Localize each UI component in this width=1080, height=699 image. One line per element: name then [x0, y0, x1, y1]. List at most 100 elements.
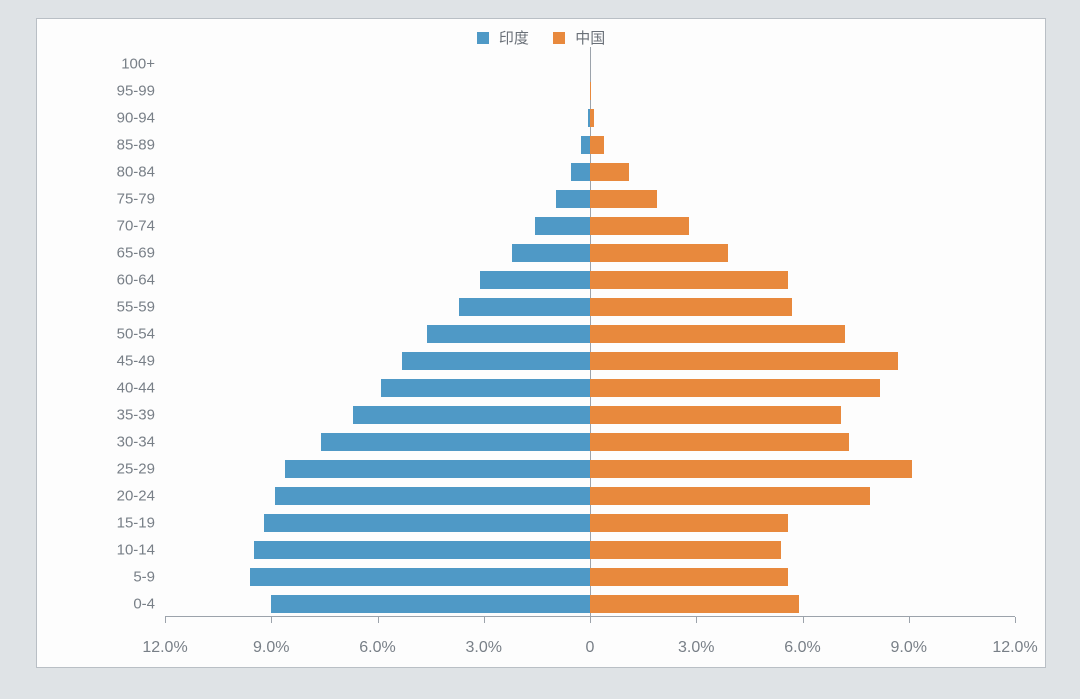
bar-right: [590, 379, 880, 397]
x-tick-label: 6.0%: [359, 639, 395, 657]
bar-left: [535, 217, 590, 235]
bar-right: [590, 271, 788, 289]
x-tick: [378, 617, 379, 623]
bar-right: [590, 568, 788, 586]
x-tick-label: 3.0%: [466, 639, 502, 657]
bar-left: [271, 595, 590, 613]
bar-row: 30-34: [165, 433, 1015, 451]
x-tick-label: 3.0%: [678, 639, 714, 657]
bar-left: [571, 163, 590, 181]
bar-right: [590, 541, 781, 559]
x-tick-label: 12.0%: [992, 639, 1037, 657]
bar-right: [590, 190, 657, 208]
bar-row: 40-44: [165, 379, 1015, 397]
plot-area: 100+95-9990-9485-8980-8475-7970-7465-696…: [165, 47, 1015, 617]
bar-right: [590, 217, 689, 235]
x-tick-label: 12.0%: [142, 639, 187, 657]
bar-row: 55-59: [165, 298, 1015, 316]
legend-label-right: 中国: [575, 30, 605, 47]
bar-right: [590, 406, 841, 424]
y-category-label: 0-4: [133, 596, 165, 613]
bar-left: [480, 271, 590, 289]
bar-left: [459, 298, 590, 316]
bar-row: 75-79: [165, 190, 1015, 208]
bar-row: 80-84: [165, 163, 1015, 181]
bar-row: 10-14: [165, 541, 1015, 559]
bar-left: [353, 406, 590, 424]
x-tick: [271, 617, 272, 623]
bar-right: [590, 352, 898, 370]
y-category-label: 25-29: [117, 461, 165, 478]
bar-row: 45-49: [165, 352, 1015, 370]
bar-row: 70-74: [165, 217, 1015, 235]
legend-item-right: 中国: [553, 27, 605, 48]
y-category-label: 85-89: [117, 137, 165, 154]
bar-row: 95-99: [165, 82, 1015, 100]
bar-row: 85-89: [165, 136, 1015, 154]
bar-right: [590, 163, 629, 181]
x-tick: [590, 617, 591, 623]
bar-row: 100+: [165, 55, 1015, 73]
bar-right: [590, 244, 728, 262]
x-tick: [484, 617, 485, 623]
bar-left: [321, 433, 590, 451]
y-category-label: 10-14: [117, 542, 165, 559]
bar-row: 90-94: [165, 109, 1015, 127]
y-category-label: 35-39: [117, 407, 165, 424]
bar-left: [427, 325, 590, 343]
y-category-label: 40-44: [117, 380, 165, 397]
bar-left: [264, 514, 590, 532]
bar-left: [285, 460, 590, 478]
bar-row: 35-39: [165, 406, 1015, 424]
x-tick: [1015, 617, 1016, 623]
x-tick-label: 6.0%: [784, 639, 820, 657]
bar-row: 0-4: [165, 595, 1015, 613]
bar-right: [590, 109, 594, 127]
x-tick: [909, 617, 910, 623]
legend-swatch-right: [553, 32, 565, 44]
legend-label-left: 印度: [499, 30, 529, 47]
x-tick: [803, 617, 804, 623]
bar-row: 60-64: [165, 271, 1015, 289]
legend-swatch-left: [477, 32, 489, 44]
x-axis-labels: 12.0%9.0%6.0%3.0%03.0%6.0%9.0%12.0%: [165, 639, 1015, 659]
page-root: 印度 中国 100+95-9990-9485-8980-8475-7970-74…: [0, 0, 1080, 699]
bar-row: 25-29: [165, 460, 1015, 478]
bar-right: [590, 595, 799, 613]
bar-right: [590, 82, 591, 100]
bar-right: [590, 325, 845, 343]
bar-left: [512, 244, 590, 262]
chart-frame: 印度 中国 100+95-9990-9485-8980-8475-7970-74…: [36, 18, 1046, 668]
y-category-label: 70-74: [117, 218, 165, 235]
bar-right: [590, 298, 792, 316]
x-tick: [165, 617, 166, 623]
x-tick-label: 9.0%: [891, 639, 927, 657]
bar-row: 15-19: [165, 514, 1015, 532]
bar-left: [250, 568, 590, 586]
bar-left: [381, 379, 590, 397]
bar-left: [556, 190, 590, 208]
y-category-label: 45-49: [117, 353, 165, 370]
legend-item-left: 印度: [477, 27, 529, 48]
y-category-label: 20-24: [117, 488, 165, 505]
bar-right: [590, 460, 912, 478]
bar-right: [590, 136, 604, 154]
bar-left: [275, 487, 590, 505]
y-category-label: 5-9: [133, 569, 165, 586]
bar-row: 50-54: [165, 325, 1015, 343]
y-category-label: 55-59: [117, 299, 165, 316]
x-tick-label: 0: [586, 639, 595, 657]
y-category-label: 60-64: [117, 272, 165, 289]
bar-right: [590, 433, 849, 451]
y-category-label: 30-34: [117, 434, 165, 451]
bar-left: [254, 541, 590, 559]
y-category-label: 100+: [121, 56, 165, 73]
x-tick-label: 9.0%: [253, 639, 289, 657]
legend: 印度 中国: [37, 27, 1045, 48]
y-category-label: 90-94: [117, 110, 165, 127]
y-category-label: 75-79: [117, 191, 165, 208]
x-tick: [696, 617, 697, 623]
bar-row: 20-24: [165, 487, 1015, 505]
y-category-label: 15-19: [117, 515, 165, 532]
bar-row: 5-9: [165, 568, 1015, 586]
